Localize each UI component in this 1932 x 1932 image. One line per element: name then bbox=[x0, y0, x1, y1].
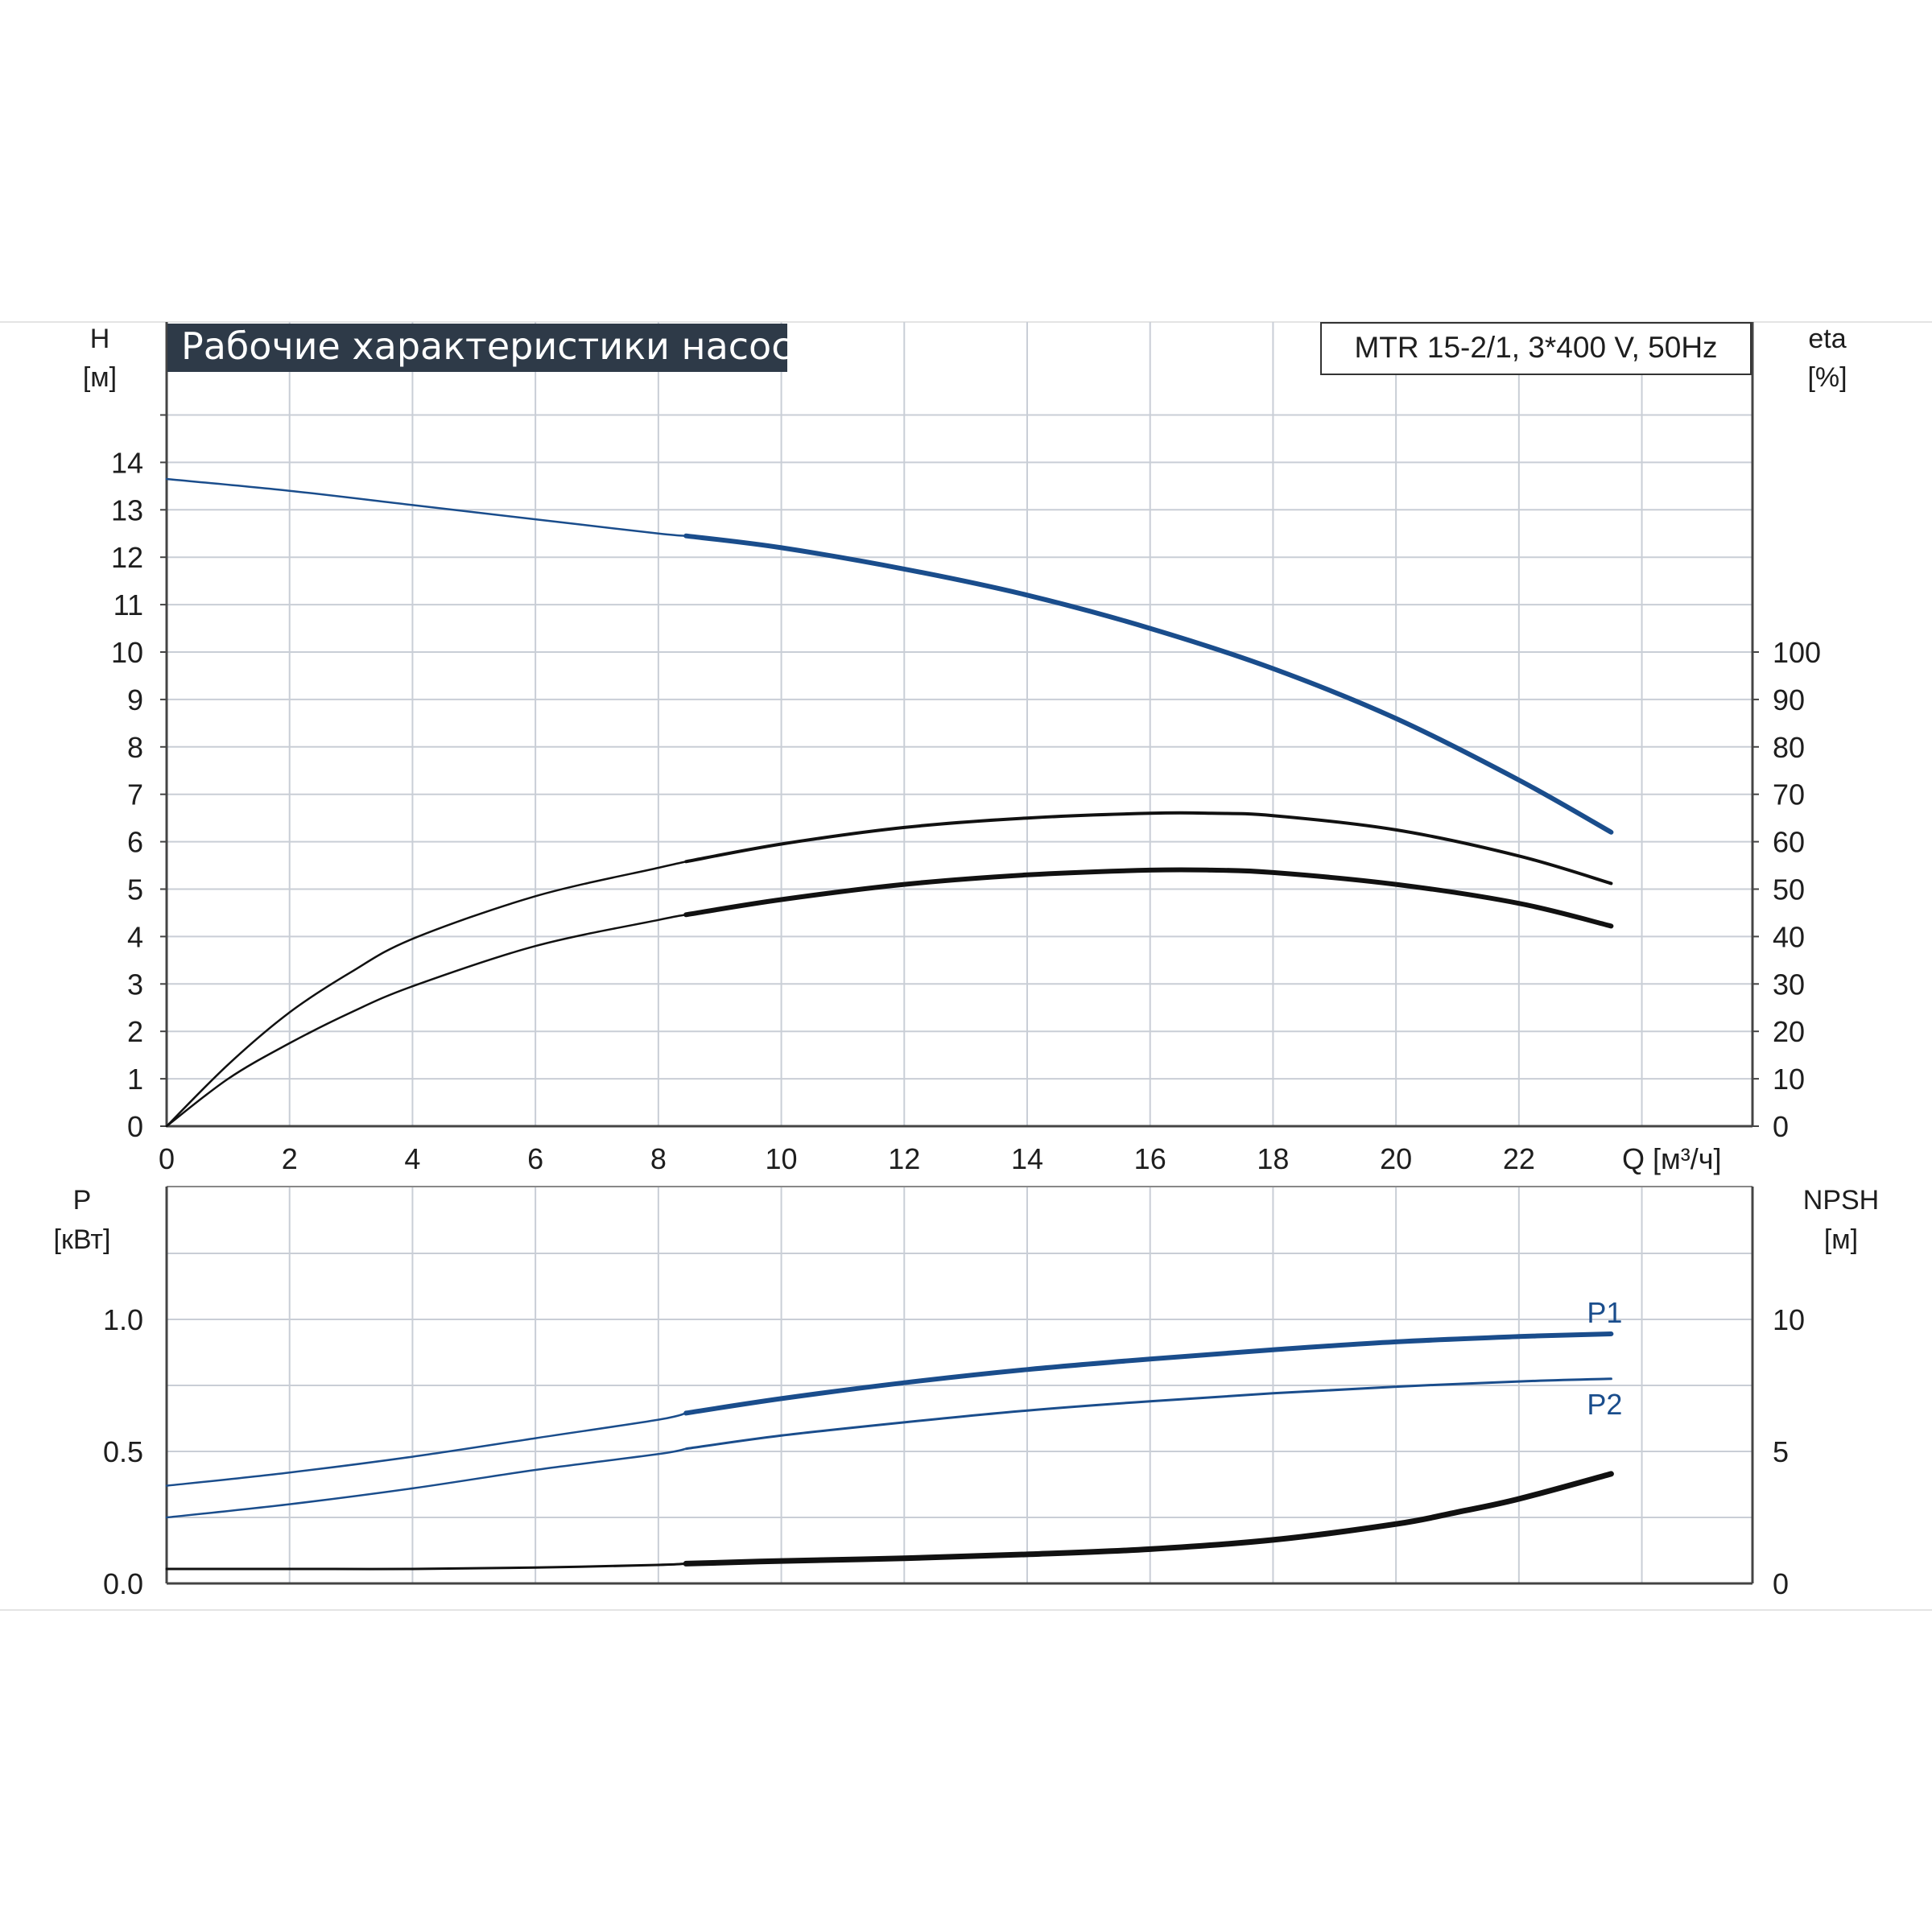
eta-tick-label: 70 bbox=[1773, 778, 1805, 811]
eta-axis-unit: [%] bbox=[1807, 362, 1847, 393]
curve-h-operating bbox=[683, 533, 1614, 835]
x-tick-label: 18 bbox=[1257, 1142, 1289, 1175]
p-axis-unit: [кВт] bbox=[54, 1224, 111, 1255]
chart-title: Рабочие характеристики насоса bbox=[181, 324, 815, 368]
npsh-tick-label: 5 bbox=[1773, 1435, 1789, 1468]
npsh-tick-label: 0 bbox=[1773, 1567, 1789, 1600]
h-tick-label: 2 bbox=[127, 1015, 143, 1048]
h-tick-label: 4 bbox=[127, 920, 143, 953]
chart-title-box bbox=[167, 324, 787, 372]
npsh-axis-unit: [м] bbox=[1824, 1224, 1858, 1255]
eta-tick-label: 20 bbox=[1773, 1015, 1805, 1048]
curve-npsh-extended bbox=[165, 1562, 687, 1571]
eta-axis-name: eta bbox=[1808, 324, 1846, 354]
model-label-box bbox=[1320, 322, 1752, 375]
h-tick-label: 0 bbox=[127, 1110, 143, 1143]
model-label: MTR 15-2/1, 3*400 V, 50Hz bbox=[1354, 331, 1717, 364]
h-tick-label: 7 bbox=[127, 778, 143, 811]
q-axis-label: Q [м³/ч] bbox=[1622, 1142, 1722, 1175]
h-tick-label: 8 bbox=[127, 731, 143, 764]
h-tick-label: 3 bbox=[127, 968, 143, 1001]
h-axis-name: H bbox=[90, 324, 110, 354]
x-tick-label: 2 bbox=[282, 1142, 298, 1175]
eta-tick-label: 90 bbox=[1773, 683, 1805, 716]
eta-tick-label: 80 bbox=[1773, 731, 1805, 764]
eta-tick-label: 30 bbox=[1773, 968, 1805, 1001]
x-tick-label: 4 bbox=[404, 1142, 420, 1175]
eta-tick-label: 10 bbox=[1773, 1063, 1805, 1096]
h-tick-label: 9 bbox=[127, 683, 143, 716]
h-tick-label: 13 bbox=[111, 493, 143, 526]
h-tick-label: 11 bbox=[114, 588, 143, 621]
h-tick-label: 10 bbox=[111, 636, 143, 669]
curve-eta_total-extended bbox=[165, 914, 687, 1128]
curve-eta_pump-extended bbox=[165, 861, 687, 1128]
curves bbox=[165, 477, 1614, 1571]
x-tick-label: 0 bbox=[159, 1142, 175, 1175]
npsh-axis-name: NPSH bbox=[1803, 1185, 1879, 1216]
p-tick-label: 0.0 bbox=[103, 1567, 143, 1600]
x-tick-label: 16 bbox=[1134, 1142, 1166, 1175]
grid-upper bbox=[167, 322, 1752, 1126]
curve-eta_pump-operating bbox=[684, 811, 1613, 886]
npsh-tick-label: 10 bbox=[1773, 1303, 1805, 1336]
x-tick-label: 22 bbox=[1503, 1142, 1535, 1175]
x-tick-label: 8 bbox=[650, 1142, 667, 1175]
h-tick-label: 5 bbox=[127, 873, 143, 906]
curve-labels: P1 P2 bbox=[1587, 1296, 1622, 1421]
curve-p1-operating bbox=[683, 1331, 1614, 1416]
eta-tick-label: 50 bbox=[1773, 873, 1805, 906]
h-tick-label: 1 bbox=[127, 1063, 143, 1096]
tick-labels: 0 2 4 6 8 10 12 14 16 18 20 22012345678910111213140… bbox=[103, 414, 1821, 1600]
curve-p2-extended bbox=[165, 1447, 687, 1519]
x-tick-label: 14 bbox=[1011, 1142, 1043, 1175]
curve-label-p1: P1 bbox=[1587, 1296, 1622, 1329]
curve-eta_total-operating bbox=[683, 867, 1614, 929]
p-tick-label: 1.0 bbox=[103, 1303, 143, 1336]
x-tick-label: 12 bbox=[888, 1142, 920, 1175]
curve-npsh-operating bbox=[683, 1471, 1614, 1567]
h-axis-unit: [м] bbox=[83, 362, 117, 393]
p-tick-label: 0.5 bbox=[103, 1435, 143, 1468]
curve-h-extended bbox=[165, 477, 687, 537]
eta-tick-label: 100 bbox=[1773, 636, 1821, 669]
x-tick-label: 20 bbox=[1380, 1142, 1412, 1175]
x-tick-label: 6 bbox=[527, 1142, 543, 1175]
eta-tick-label: 60 bbox=[1773, 826, 1805, 859]
eta-tick-label: 40 bbox=[1773, 920, 1805, 953]
curve-p2-operating bbox=[684, 1377, 1612, 1451]
x-tick-label: 10 bbox=[766, 1142, 798, 1175]
grid-lower bbox=[167, 1187, 1752, 1583]
p-axis-name: P bbox=[73, 1185, 92, 1216]
eta-tick-label: 0 bbox=[1773, 1110, 1789, 1143]
h-tick-label: 14 bbox=[111, 446, 143, 479]
h-tick-label: 12 bbox=[111, 541, 143, 574]
curve-label-p2: P2 bbox=[1587, 1388, 1622, 1421]
curve-p1-extended bbox=[165, 1412, 687, 1487]
h-tick-label: 6 bbox=[127, 826, 143, 859]
